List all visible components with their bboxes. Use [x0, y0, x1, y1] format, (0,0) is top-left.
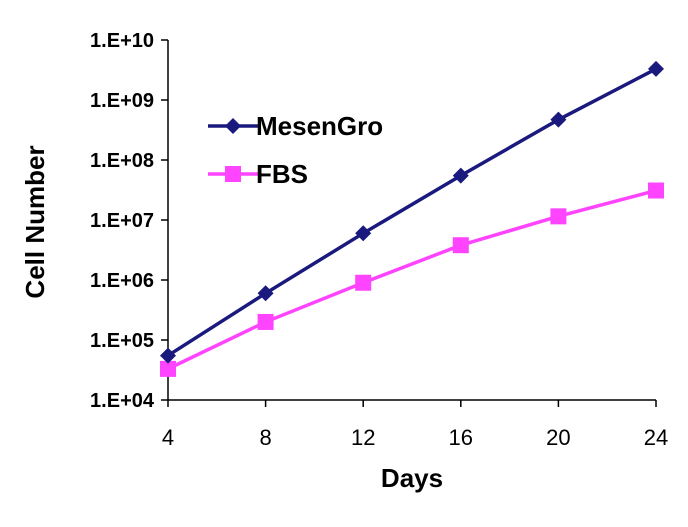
- x-tick-label: 16: [449, 425, 473, 450]
- data-point-fbs: [160, 360, 176, 377]
- y-tick-label: 1.E+04: [90, 390, 155, 412]
- series-line-mesengro: [167, 67, 657, 358]
- legend-marker: [225, 166, 241, 182]
- y-tick-label: 1.E+09: [90, 90, 154, 112]
- x-tick-label: 24: [644, 425, 668, 450]
- y-tick-label: 1.E+07: [90, 210, 154, 232]
- data-point-mesengro: [355, 225, 372, 242]
- series-layer: [160, 60, 664, 377]
- x-tick-label: 4: [162, 425, 174, 450]
- data-point-mesengro: [550, 111, 567, 128]
- data-point-mesengro: [160, 347, 176, 364]
- y-tick-label: 1.E+05: [90, 330, 154, 352]
- y-tick-label: 1.E+06: [90, 270, 154, 292]
- data-point-mesengro: [648, 60, 664, 77]
- data-point-fbs: [452, 237, 469, 254]
- x-tick-label: 8: [259, 425, 271, 450]
- y-axis-ticks: 1.E+04 1.E+05 1.E+06 1.E+07 1.E+08 1.E+09 1.E+…: [90, 30, 168, 412]
- y-tick-label: 1.E+08: [90, 150, 154, 172]
- x-axis-title: Days: [381, 463, 443, 493]
- x-axis-ticks: 4 8 12 16 20 24: [162, 400, 668, 450]
- data-point-fbs: [550, 208, 567, 225]
- data-point-fbs: [355, 274, 372, 291]
- legend-label: MesenGro: [256, 111, 383, 141]
- legend: MesenGro FBS: [208, 111, 383, 189]
- data-point-fbs: [257, 313, 274, 330]
- x-tick-label: 12: [351, 425, 375, 450]
- y-tick-label: 1.E+10: [90, 30, 154, 52]
- data-point-fbs: [648, 182, 664, 199]
- legend-marker: [225, 118, 241, 134]
- data-point-mesengro: [452, 167, 469, 184]
- x-tick-label: 20: [546, 425, 570, 450]
- y-axis-title: Cell Number: [20, 145, 50, 298]
- series-line-fbs: [167, 188, 657, 371]
- legend-label: FBS: [256, 159, 308, 189]
- data-point-mesengro: [257, 285, 274, 302]
